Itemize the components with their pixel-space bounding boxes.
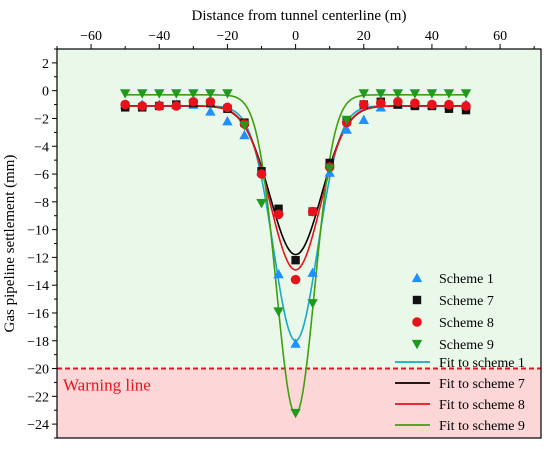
y-tick-label: −24 [27, 418, 49, 433]
point-series4-18 [426, 89, 438, 99]
point-series4-19 [443, 89, 455, 99]
x-tick-label: 0 [292, 29, 299, 44]
y-tick-label: −4 [34, 140, 49, 155]
legend-marker-2 [412, 295, 422, 305]
x-tick-label: 20 [357, 29, 371, 44]
legend: Scheme 1 Scheme 7 Scheme 8 Scheme 9 Fit to s… [395, 272, 525, 434]
y-tick-label: −2 [34, 112, 49, 127]
point-series4-7 [239, 121, 250, 131]
legend-marker-3 [412, 317, 422, 327]
legend-fit-label-2: Fit to scheme 7 [439, 377, 525, 392]
point-series4-9 [273, 307, 284, 317]
point-series4-2 [154, 89, 165, 99]
point-series3-16 [393, 96, 403, 107]
point-series1-10 [290, 338, 301, 348]
legend-label-2: Scheme 7 [439, 294, 494, 309]
point-series4-10 [290, 408, 301, 419]
point-series3-4 [188, 96, 199, 107]
y-tick-label: −18 [27, 335, 49, 350]
point-series4-16 [392, 89, 404, 99]
warning-line-group: Warning line [57, 367, 541, 395]
point-series4-8 [256, 199, 267, 209]
point-series3-6 [222, 102, 233, 113]
background-regions [57, 49, 541, 438]
point-series2-10 [291, 255, 300, 265]
legend-fit-label-1: Fit to scheme 1 [439, 356, 525, 371]
point-series4-5 [205, 89, 216, 99]
point-series3-5 [205, 96, 216, 107]
x-tick-label: 40 [425, 29, 439, 44]
warning-line-label: Warning line [63, 376, 151, 395]
x-tick-label: −20 [216, 29, 238, 44]
point-series4-4 [188, 89, 199, 99]
y-tick-label: −20 [27, 363, 49, 378]
point-series4-14 [358, 89, 369, 99]
safe-region [57, 49, 541, 369]
point-series4-15 [375, 89, 387, 99]
point-series3-11 [307, 206, 318, 217]
y-tick-label: −12 [27, 251, 49, 266]
y-tick-label: −22 [27, 390, 49, 405]
point-series3-10 [290, 274, 301, 285]
point-series4-17 [409, 89, 421, 99]
legend-label-1: Scheme 1 [439, 272, 494, 287]
point-series3-17 [410, 98, 420, 108]
point-series1-14 [358, 114, 369, 125]
point-series4-20 [460, 89, 472, 99]
point-series3-18 [427, 99, 437, 110]
point-series4-3 [171, 89, 182, 99]
point-series2-9 [274, 204, 283, 213]
point-series4-1 [137, 89, 148, 99]
point-series4-13 [341, 115, 352, 126]
point-series1-6 [222, 116, 233, 126]
point-series3-3 [171, 101, 182, 111]
x-axis-ticks: −60 −40 −20 0 20 40 60 [56, 29, 535, 49]
point-series4-11 [307, 299, 318, 309]
y-tick-label: 0 [42, 85, 49, 100]
y-tick-label: 2 [42, 57, 49, 72]
point-series3-2 [154, 101, 165, 111]
legend-fit-label-3: Fit to scheme 8 [439, 398, 525, 413]
point-series1-5 [205, 106, 216, 116]
y-tick-label: −6 [34, 168, 49, 183]
y-axis-ticks: 2 0 −2 −4 −6 −8 −10 −12 −14 −16 −18 −20 −22 −24 [27, 48, 57, 439]
y-tick-label: −10 [27, 224, 49, 239]
point-series1-13 [341, 124, 352, 134]
x-tick-label: −60 [80, 29, 102, 44]
point-series3-15 [376, 98, 386, 108]
legend-label-3: Scheme 8 [439, 316, 494, 331]
x-tick-label: −40 [148, 29, 170, 44]
legend-label-4: Scheme 9 [439, 338, 494, 353]
legend-marker-4 [411, 339, 423, 350]
legend-marker-1 [411, 272, 423, 283]
point-series3-20 [461, 101, 471, 111]
point-series1-7 [239, 129, 250, 140]
data-points [119, 89, 472, 419]
x-tick-label: 60 [493, 29, 507, 44]
y-tick-label: −14 [27, 279, 49, 294]
x-axis-title: Distance from tunnel centerline (m) [192, 8, 407, 24]
point-series1-11 [307, 267, 318, 277]
point-series4-0 [119, 89, 131, 99]
danger-region [57, 368, 541, 438]
point-series1-9 [273, 268, 284, 279]
y-tick-label: −8 [34, 196, 49, 211]
point-series3-9 [273, 209, 284, 220]
point-series3-8 [256, 169, 267, 179]
point-series3-1 [137, 101, 148, 111]
point-series3-0 [120, 99, 130, 110]
point-series3-19 [444, 99, 454, 110]
y-axis-title: Gas pipeline settlement (mm) [2, 155, 18, 333]
fit-curve-3 [125, 105, 467, 271]
point-series3-14 [358, 99, 369, 110]
point-series4-6 [222, 89, 233, 99]
legend-fit-label-4: Fit to scheme 9 [439, 419, 525, 434]
y-tick-label: −16 [27, 307, 49, 322]
point-series4-12 [324, 164, 335, 174]
